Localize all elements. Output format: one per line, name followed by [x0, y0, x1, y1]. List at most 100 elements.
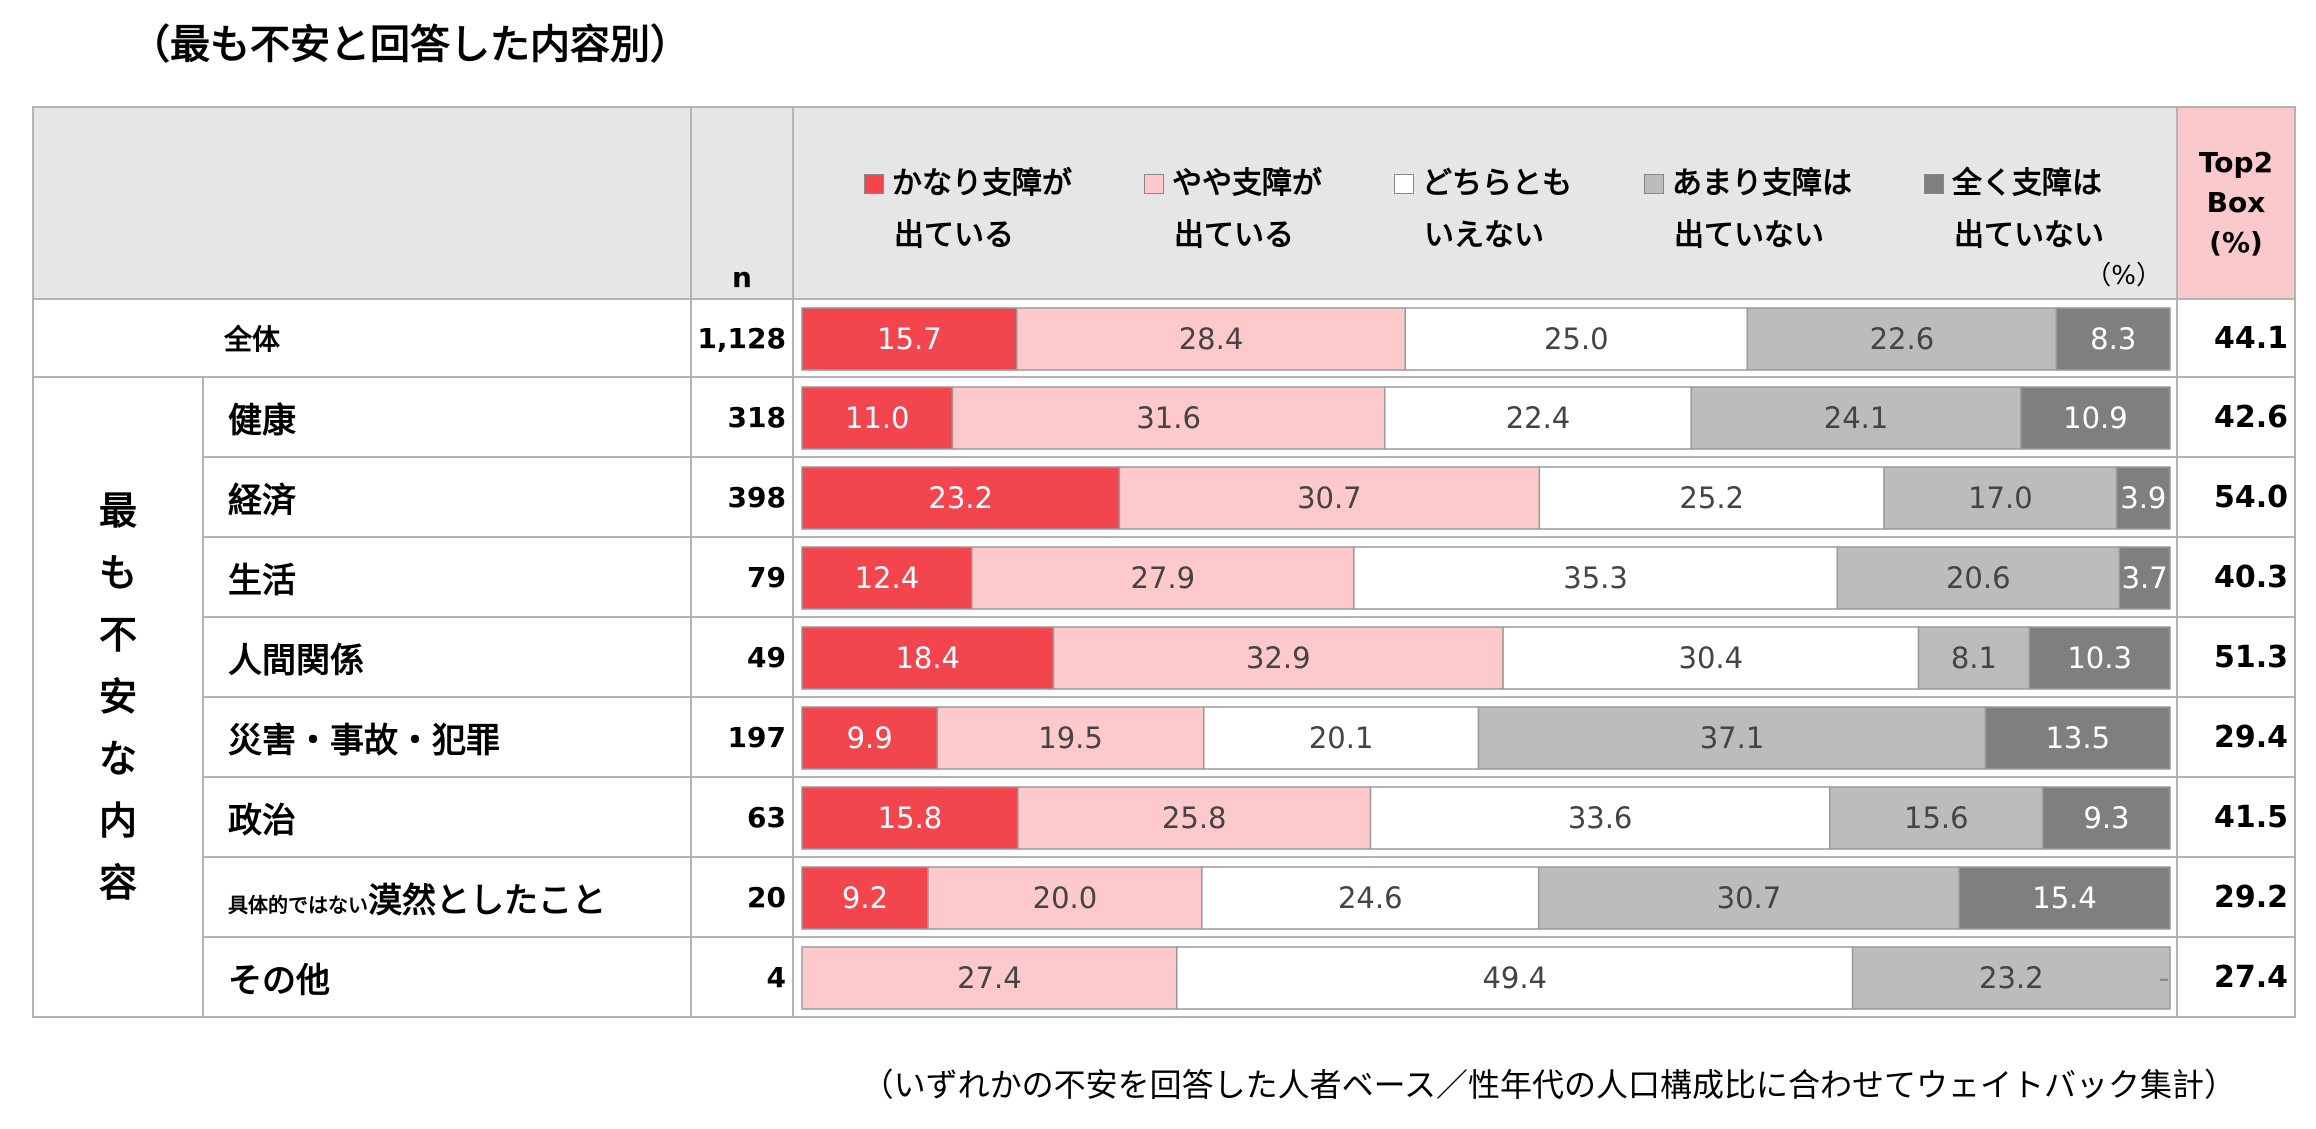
- bar-label-1: 9.2: [842, 881, 888, 915]
- group-char: な: [98, 737, 137, 781]
- bar-svg: 12.4 27.9 35.3 20.6 3.7: [801, 546, 2171, 610]
- bar-segment-5: [2118, 546, 2171, 610]
- chart-title: （最も不安と回答した内容別）: [130, 22, 690, 68]
- bar-label-3: 25.2: [1679, 481, 1744, 515]
- bar-segment-5: [2115, 466, 2171, 530]
- bar-label-3: 30.4: [1679, 641, 1744, 675]
- bar-segment-4: [1851, 946, 2171, 1010]
- legend-swatch-3: [1394, 174, 1414, 194]
- n-value-total: 1,128: [690, 298, 794, 378]
- bar-segment-3: [1404, 307, 1749, 371]
- row-label: その他: [202, 936, 692, 1018]
- bar-label-1: 9.9: [847, 721, 893, 755]
- n-value: 63: [690, 776, 794, 858]
- bar-segment-1: [801, 786, 1019, 850]
- bar-row: 15.8 25.8 33.6 15.6 9.3: [792, 776, 2178, 858]
- bar-label-3: 20.1: [1309, 721, 1374, 755]
- bar-label-2: 20.0: [1033, 881, 1098, 915]
- row-label: 生活: [202, 536, 692, 618]
- top2-value: 42.6: [2176, 376, 2296, 458]
- bar-row: -27.449.423.2-: [792, 936, 2178, 1018]
- row-label: 具体的ではない漠然としたこと: [202, 856, 692, 938]
- top2-value-total: 44.1: [2176, 298, 2296, 378]
- bar-segment-4: [1537, 866, 1960, 930]
- group-char: 容: [98, 861, 137, 905]
- bar-label-4: 23.2: [1979, 961, 2044, 995]
- bar-segment-1: [801, 626, 1055, 690]
- bar-segment-3: [1201, 866, 1540, 930]
- legend-swatch-4: [1644, 174, 1664, 194]
- bar-segment-3: [1203, 706, 1480, 770]
- top2-value: 27.4: [2176, 936, 2296, 1018]
- bar-label-4: 17.0: [1968, 481, 2033, 515]
- bar-segment-4: [1836, 546, 2121, 610]
- row-label: 政治: [202, 776, 692, 858]
- bar-segment-1: [801, 307, 1018, 371]
- bar-segment-5: [2055, 307, 2171, 371]
- n-value: 398: [690, 456, 794, 538]
- legend-label-1a: かなり支障が: [892, 166, 1072, 201]
- bar-label-4: 20.6: [1946, 561, 2011, 595]
- bar-row: 11.0 31.6 22.4 24.1 10.9: [792, 376, 2178, 458]
- bar-label-4: 30.7: [1717, 881, 1782, 915]
- bar-label-2: 28.4: [1179, 322, 1244, 356]
- row-label-total: 全体: [32, 298, 692, 378]
- bar-segment-5: [1984, 706, 2171, 770]
- bar-segment-3: [1353, 546, 1838, 610]
- top2-value: 54.0: [2176, 456, 2296, 538]
- row-label: 人間関係: [202, 616, 692, 698]
- n-value: 197: [690, 696, 794, 778]
- row-label-main: 漠然としたこと: [368, 880, 606, 921]
- bar-label-4: 37.1: [1700, 721, 1765, 755]
- bar-segment-4: [1828, 786, 2044, 850]
- legend-label-5b: 出ていない: [1954, 218, 2104, 253]
- legend-swatch-2: [1144, 174, 1164, 194]
- group-char: 内: [98, 799, 137, 843]
- top2-header: Top2 Box (%): [2176, 106, 2296, 300]
- bar-segment-2: [801, 946, 1178, 1010]
- bar-label-5: 10.3: [2067, 641, 2132, 675]
- n-value: 318: [690, 376, 794, 458]
- top2-header-line2: Box: [2206, 186, 2266, 219]
- group-char: も: [98, 551, 137, 595]
- top2-value: 40.3: [2176, 536, 2296, 618]
- chart-table: n かなり支障が 出ている やや支障が 出ている どちらとも いえない あまり支…: [32, 106, 2296, 1018]
- bar-svg: 15.7 28.4 25.0 22.6 8.3: [801, 307, 2171, 371]
- bar-svg: 9.9 19.5 20.1 37.1 13.5: [801, 706, 2171, 770]
- bar-label-5: 9.3: [2083, 801, 2129, 835]
- group-char: 安: [98, 675, 137, 719]
- top2-value: 29.2: [2176, 856, 2296, 938]
- bar-label-4: 22.6: [1870, 322, 1935, 356]
- bar-label-5: 10.9: [2063, 401, 2128, 435]
- bar-segment-5: [2020, 386, 2171, 450]
- bar-label-1: 11.0: [845, 401, 910, 435]
- bar-segment-4: [1746, 307, 2058, 371]
- legend-item-2: やや支障が 出ている: [1144, 158, 1322, 262]
- bar-svg: 9.2 20.0 24.6 30.7 15.4: [801, 866, 2171, 930]
- bar-row: 9.9 19.5 20.1 37.1 13.5: [792, 696, 2178, 778]
- bar-label-3: 22.4: [1506, 401, 1571, 435]
- bar-segment-5: [1958, 866, 2171, 930]
- bar-svg: 23.2 30.7 25.2 17.0 3.9: [801, 466, 2171, 530]
- legend-label-3a: どちらとも: [1422, 166, 1572, 201]
- bar-label-3: 49.4: [1482, 961, 1547, 995]
- bar-label-2: 27.9: [1131, 561, 1196, 595]
- bar-label-3: 24.6: [1338, 881, 1403, 915]
- n-value: 4: [690, 936, 794, 1018]
- row-label: 健康: [202, 376, 692, 458]
- legend-label-1b: 出ている: [894, 218, 1014, 253]
- legend-label-4a: あまり支障は: [1672, 166, 1852, 201]
- bar-label-5: 3.7: [2122, 561, 2168, 595]
- bar-label-3: 33.6: [1568, 801, 1633, 835]
- bar-label-2: 32.9: [1246, 641, 1311, 675]
- bar-segment-4: [1883, 466, 2118, 530]
- bar-label-1: 18.4: [895, 641, 960, 675]
- bar-row: 18.4 32.9 30.4 8.1 10.3: [792, 616, 2178, 698]
- top2-value: 51.3: [2176, 616, 2296, 698]
- bar-label-2: 30.7: [1297, 481, 1362, 515]
- bar-svg: 11.0 31.6 22.4 24.1 10.9: [801, 386, 2171, 450]
- bar-label-2: 27.4: [957, 961, 1022, 995]
- bar-segment-2: [927, 866, 1203, 930]
- legend-item-5: 全く支障は 出ていない: [1924, 158, 2104, 262]
- bar-row: 23.2 30.7 25.2 17.0 3.9: [792, 456, 2178, 538]
